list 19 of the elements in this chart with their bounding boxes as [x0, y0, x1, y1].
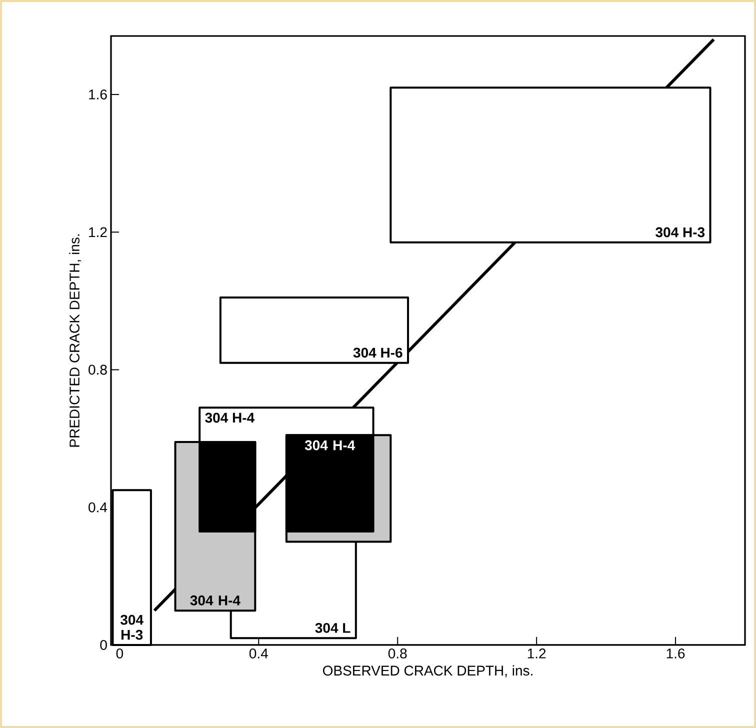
y-tick-label: 0: [100, 640, 107, 650]
series-label: 304 H-4: [205, 412, 255, 423]
y-tick-label: 0.4: [88, 502, 108, 512]
series-label: 304 L: [315, 622, 350, 633]
series-label: 304 H-3: [120, 614, 144, 640]
x-tick-label: 1.6: [666, 648, 685, 658]
x-tick-label: 1.2: [528, 648, 546, 658]
series-label: 304 H-3: [656, 227, 705, 238]
y-tick-label: 1.2: [89, 227, 107, 237]
series-label: 304 H-6: [353, 348, 402, 358]
y-tick-label: 1.6: [89, 90, 107, 100]
x-tick-label: 0: [116, 648, 124, 658]
x-tick-label: 0.4: [249, 648, 268, 658]
series-label: 304 H-4: [190, 595, 240, 606]
y-axis-title: PREDICTED CRACK DEPTH, ins.: [69, 234, 82, 447]
y-tick-label: 0.8: [88, 364, 107, 375]
x-tick-label: 0.8: [388, 648, 407, 658]
x-axis-title: OBSERVED CRACK DEPTH, ins.: [322, 665, 532, 678]
series-label: 304 H-4: [304, 440, 356, 450]
